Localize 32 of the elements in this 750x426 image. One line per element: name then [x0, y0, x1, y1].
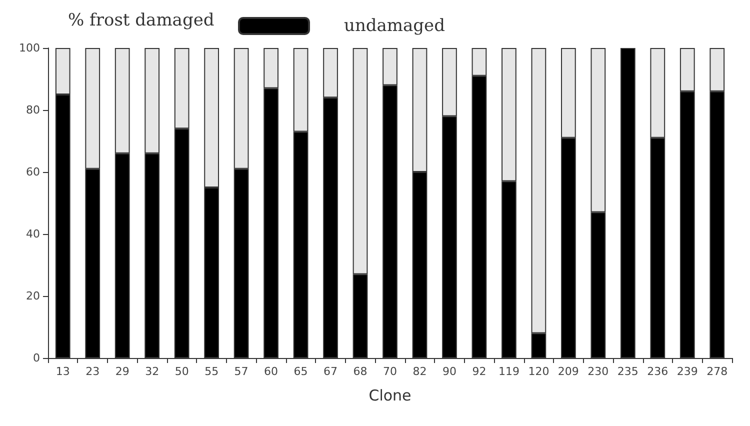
x-tick-label: 236 — [647, 365, 668, 378]
y-tick-label: 80 — [26, 104, 40, 116]
x-tick-label: 57 — [234, 365, 248, 378]
x-tick-label: 119 — [498, 365, 520, 378]
legend-title: % frost damaged — [68, 10, 214, 30]
x-tick-label: 90 — [442, 365, 456, 378]
x-axis-title: Clone — [368, 386, 412, 404]
x-tick-label: 55 — [204, 365, 219, 378]
x-tick-label: 29 — [115, 365, 130, 378]
x-tick-label: 23 — [86, 365, 100, 378]
x-tick-label: 235 — [617, 365, 638, 378]
x-tick-label: 209 — [558, 365, 579, 378]
x-tick-label: 239 — [676, 365, 698, 378]
y-tick-label: 100 — [19, 42, 40, 54]
x-tick-label: 67 — [324, 365, 338, 378]
legend-label: undamaged — [344, 16, 446, 36]
x-tick-label: 120 — [528, 365, 550, 378]
x-tick-label: 278 — [706, 365, 728, 378]
x-tick-label: 68 — [353, 365, 368, 378]
y-tick-label: 0 — [33, 352, 40, 364]
x-tick-label: 60 — [264, 365, 278, 378]
x-tick-label: 32 — [145, 365, 160, 378]
x-tick-label: 65 — [294, 365, 308, 378]
y-tick-label: 60 — [26, 166, 40, 178]
y-tick-label: 20 — [26, 290, 40, 302]
x-tick-label: 82 — [412, 365, 427, 378]
y-tick-label: 40 — [26, 228, 40, 240]
x-tick-label: 70 — [383, 365, 397, 378]
x-tick-label: 230 — [588, 365, 609, 378]
x-tick-label: 92 — [472, 365, 486, 378]
x-tick-label: 50 — [174, 365, 189, 378]
x-tick-label: 13 — [56, 365, 70, 378]
